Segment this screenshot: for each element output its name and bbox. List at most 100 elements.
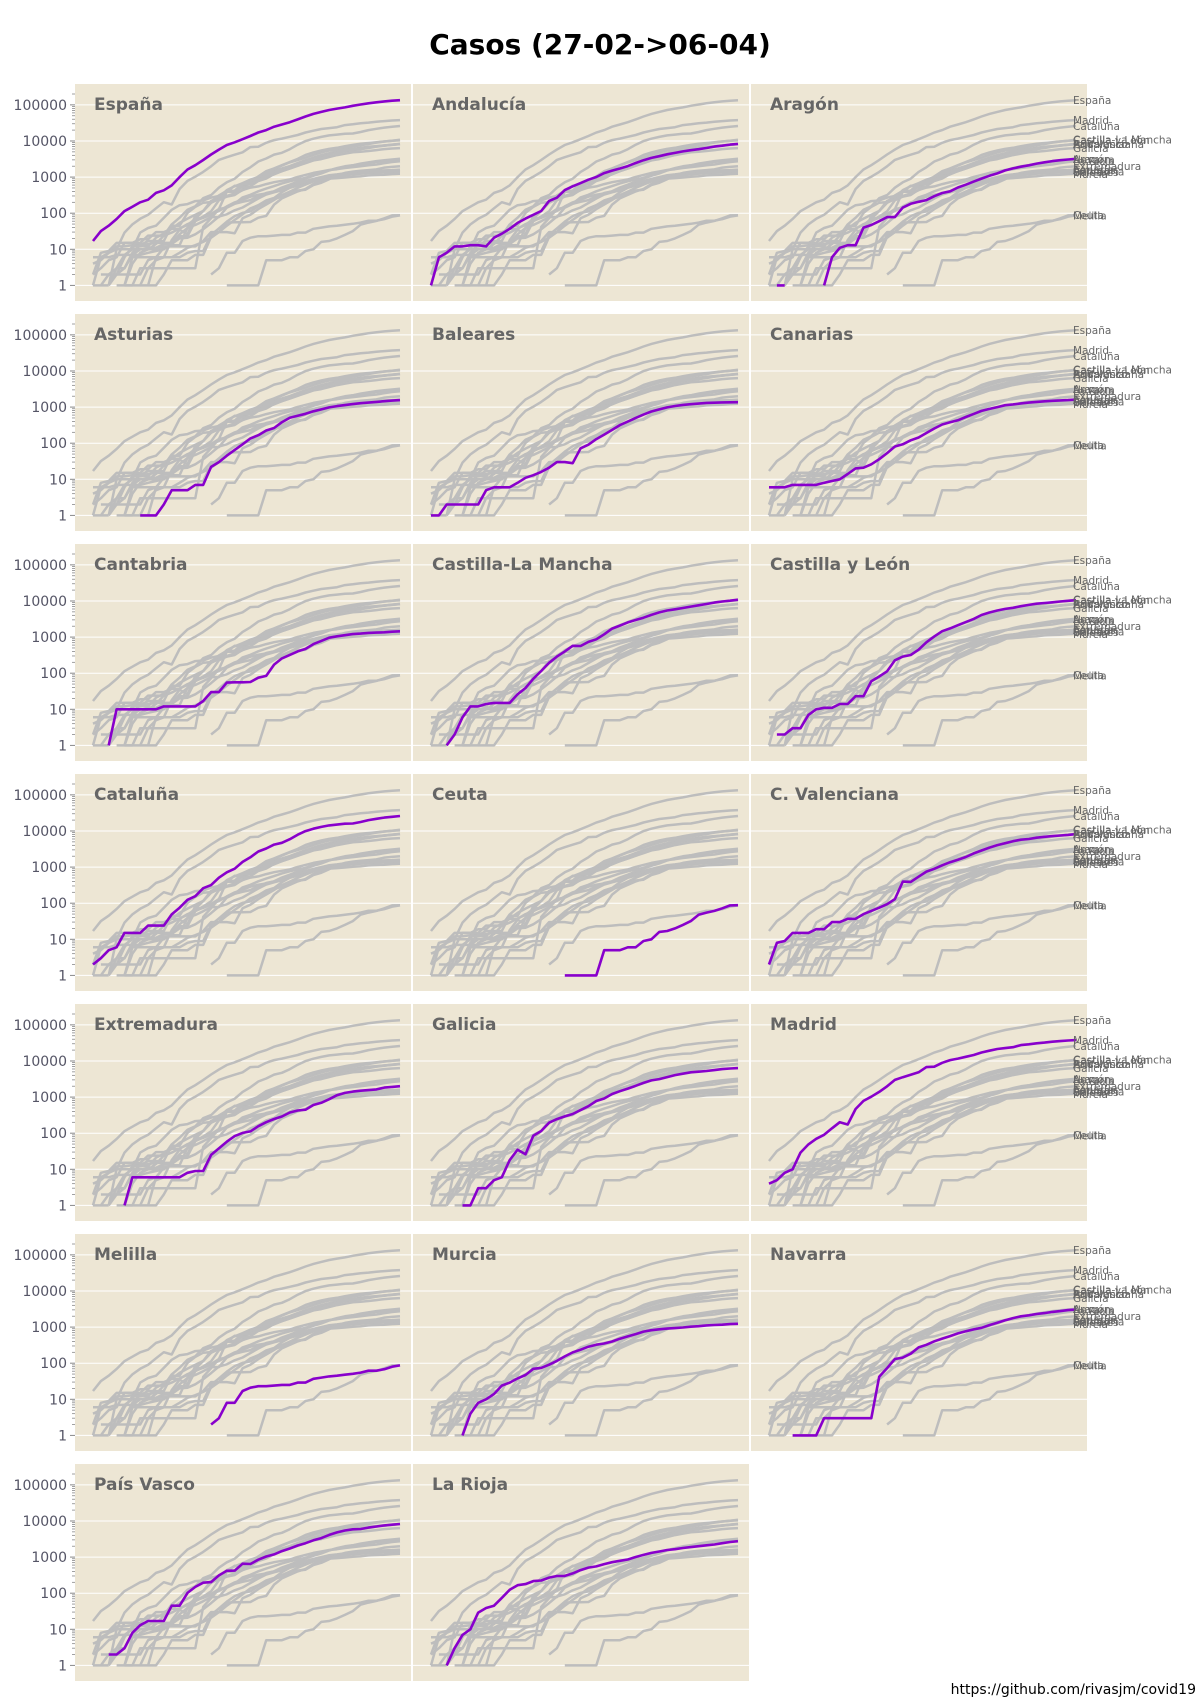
series-line-grey: [783, 630, 1077, 746]
series-end-label: Andalucía: [1073, 1289, 1125, 1301]
series-line-grey: [124, 1296, 401, 1437]
series-end-label: Castilla y León: [1073, 825, 1150, 837]
series-line-grey: [430, 1038, 739, 1185]
series-line-highlight: [776, 157, 1077, 287]
series-line-grey: [446, 1522, 739, 1656]
panel-title: Madrid: [770, 1015, 837, 1035]
series-line-grey: [792, 618, 1077, 747]
panel: Castilla-La Mancha: [413, 544, 749, 761]
series-end-label: Navarra: [1073, 1075, 1115, 1087]
series-line-grey: [210, 214, 401, 276]
series-line-grey: [768, 808, 1077, 955]
series-end-label: Castilla-La Mancha: [1073, 825, 1172, 837]
panel-title: Extremadura: [94, 1015, 218, 1035]
series-line-grey: [799, 854, 1077, 976]
series-end-label: Asturias: [1073, 1085, 1116, 1097]
series-line-grey: [108, 372, 401, 506]
series-line-grey: [430, 1268, 739, 1415]
series-end-label: España: [1073, 555, 1111, 567]
series-end-label: Cataluña: [1073, 1271, 1120, 1283]
series-line-grey: [792, 848, 1077, 977]
series-line-grey: [799, 164, 1077, 286]
y-tick-label: 100: [40, 436, 67, 452]
series-line-grey: [799, 1092, 1077, 1206]
series-end-label: Madrid: [1073, 1035, 1109, 1047]
series-line-grey: [116, 388, 401, 517]
y-tick-label: 1: [58, 508, 67, 524]
series-line-grey: [445, 1079, 739, 1206]
panel-title: Murcia: [432, 1245, 497, 1265]
series-line-grey: [564, 673, 739, 747]
series-line-grey: [462, 836, 739, 977]
panel: 1 10 100 1000 10000 100000 Asturias: [14, 314, 411, 531]
series-line-grey: [123, 1092, 401, 1206]
series-end-label: Cantabria: [1073, 1316, 1124, 1328]
y-tick-label: 10000: [22, 1284, 67, 1300]
panel-title: Castilla y León: [770, 555, 910, 575]
series-end-label: Canarias: [1073, 625, 1119, 637]
panel: Galicia: [413, 1004, 749, 1221]
series-line-grey: [226, 443, 401, 517]
series-line-grey: [768, 578, 1077, 725]
y-tick-label: 100000: [14, 328, 67, 344]
series-end-label: Andalucía: [1073, 369, 1125, 381]
y-tick-label: 100: [40, 666, 67, 682]
y-tick-label: 100000: [14, 788, 67, 804]
series-line-grey: [548, 1134, 739, 1196]
y-tick-label: 10: [49, 1162, 67, 1178]
series-line-grey: [446, 372, 739, 506]
series-line-grey: [461, 402, 739, 516]
series-line-grey: [123, 632, 401, 746]
series-line-highlight: [429, 142, 739, 286]
series-line-grey: [799, 1314, 1077, 1436]
series-end-label: Castilla y León: [1073, 1285, 1150, 1297]
series-line-grey: [123, 854, 401, 976]
series-line-grey: [210, 1134, 401, 1196]
series-end-label: Galicia: [1073, 373, 1109, 385]
series-end-label: Cataluña: [1073, 121, 1120, 133]
series-line-highlight: [140, 398, 401, 517]
y-tick-label: 1: [58, 1658, 67, 1674]
series-line-highlight: [431, 400, 739, 517]
series-end-label: Melilla: [1073, 900, 1107, 912]
series-end-label: Castilla y León: [1073, 365, 1150, 377]
series-line-highlight: [92, 814, 401, 966]
series-end-label: Cantabria: [1073, 166, 1124, 178]
y-tick-label: 10: [49, 932, 67, 948]
panel: Ceuta: [413, 774, 749, 991]
series-line-highlight: [123, 1084, 401, 1206]
series-end-label: Navarra: [1073, 155, 1115, 167]
series-line-grey: [107, 1320, 401, 1436]
y-tick-label: 10000: [22, 1054, 67, 1070]
series-end-label: Melilla: [1073, 1130, 1107, 1142]
series-line-grey: [800, 1296, 1077, 1437]
series-end-label: País Vasco: [1073, 829, 1128, 841]
series-line-grey: [799, 1084, 1077, 1206]
series-end-label: Madrid: [1073, 345, 1109, 357]
y-tick-label: 1: [58, 1198, 67, 1214]
series-line-grey: [92, 788, 401, 932]
series-line-grey: [454, 1308, 739, 1437]
series-line-grey: [107, 389, 401, 516]
series-end-label: España: [1073, 95, 1111, 107]
series-line-grey: [123, 402, 401, 516]
series-end-label: España: [1073, 1245, 1111, 1257]
series-end-label: Galicia: [1073, 603, 1109, 615]
series-end-label: Castilla y León: [1073, 595, 1150, 607]
series-line-grey: [226, 1133, 401, 1207]
series-end-label: Extremadura: [1073, 1081, 1141, 1093]
series-line-grey: [799, 402, 1077, 516]
series-line-grey: [445, 170, 739, 286]
series-line-grey: [886, 214, 1077, 276]
series-line-grey: [886, 1134, 1077, 1196]
series-end-label: Melilla: [1073, 440, 1107, 452]
series-end-label: Murcia: [1073, 629, 1108, 641]
series-line-grey: [226, 673, 401, 747]
series-end-label: Castilla-La Mancha: [1073, 1285, 1172, 1297]
series-end-label: Andalucía: [1073, 1059, 1125, 1071]
series-line-grey: [107, 849, 401, 976]
panel-title: Canarias: [770, 325, 853, 345]
series-line-grey: [124, 146, 401, 287]
